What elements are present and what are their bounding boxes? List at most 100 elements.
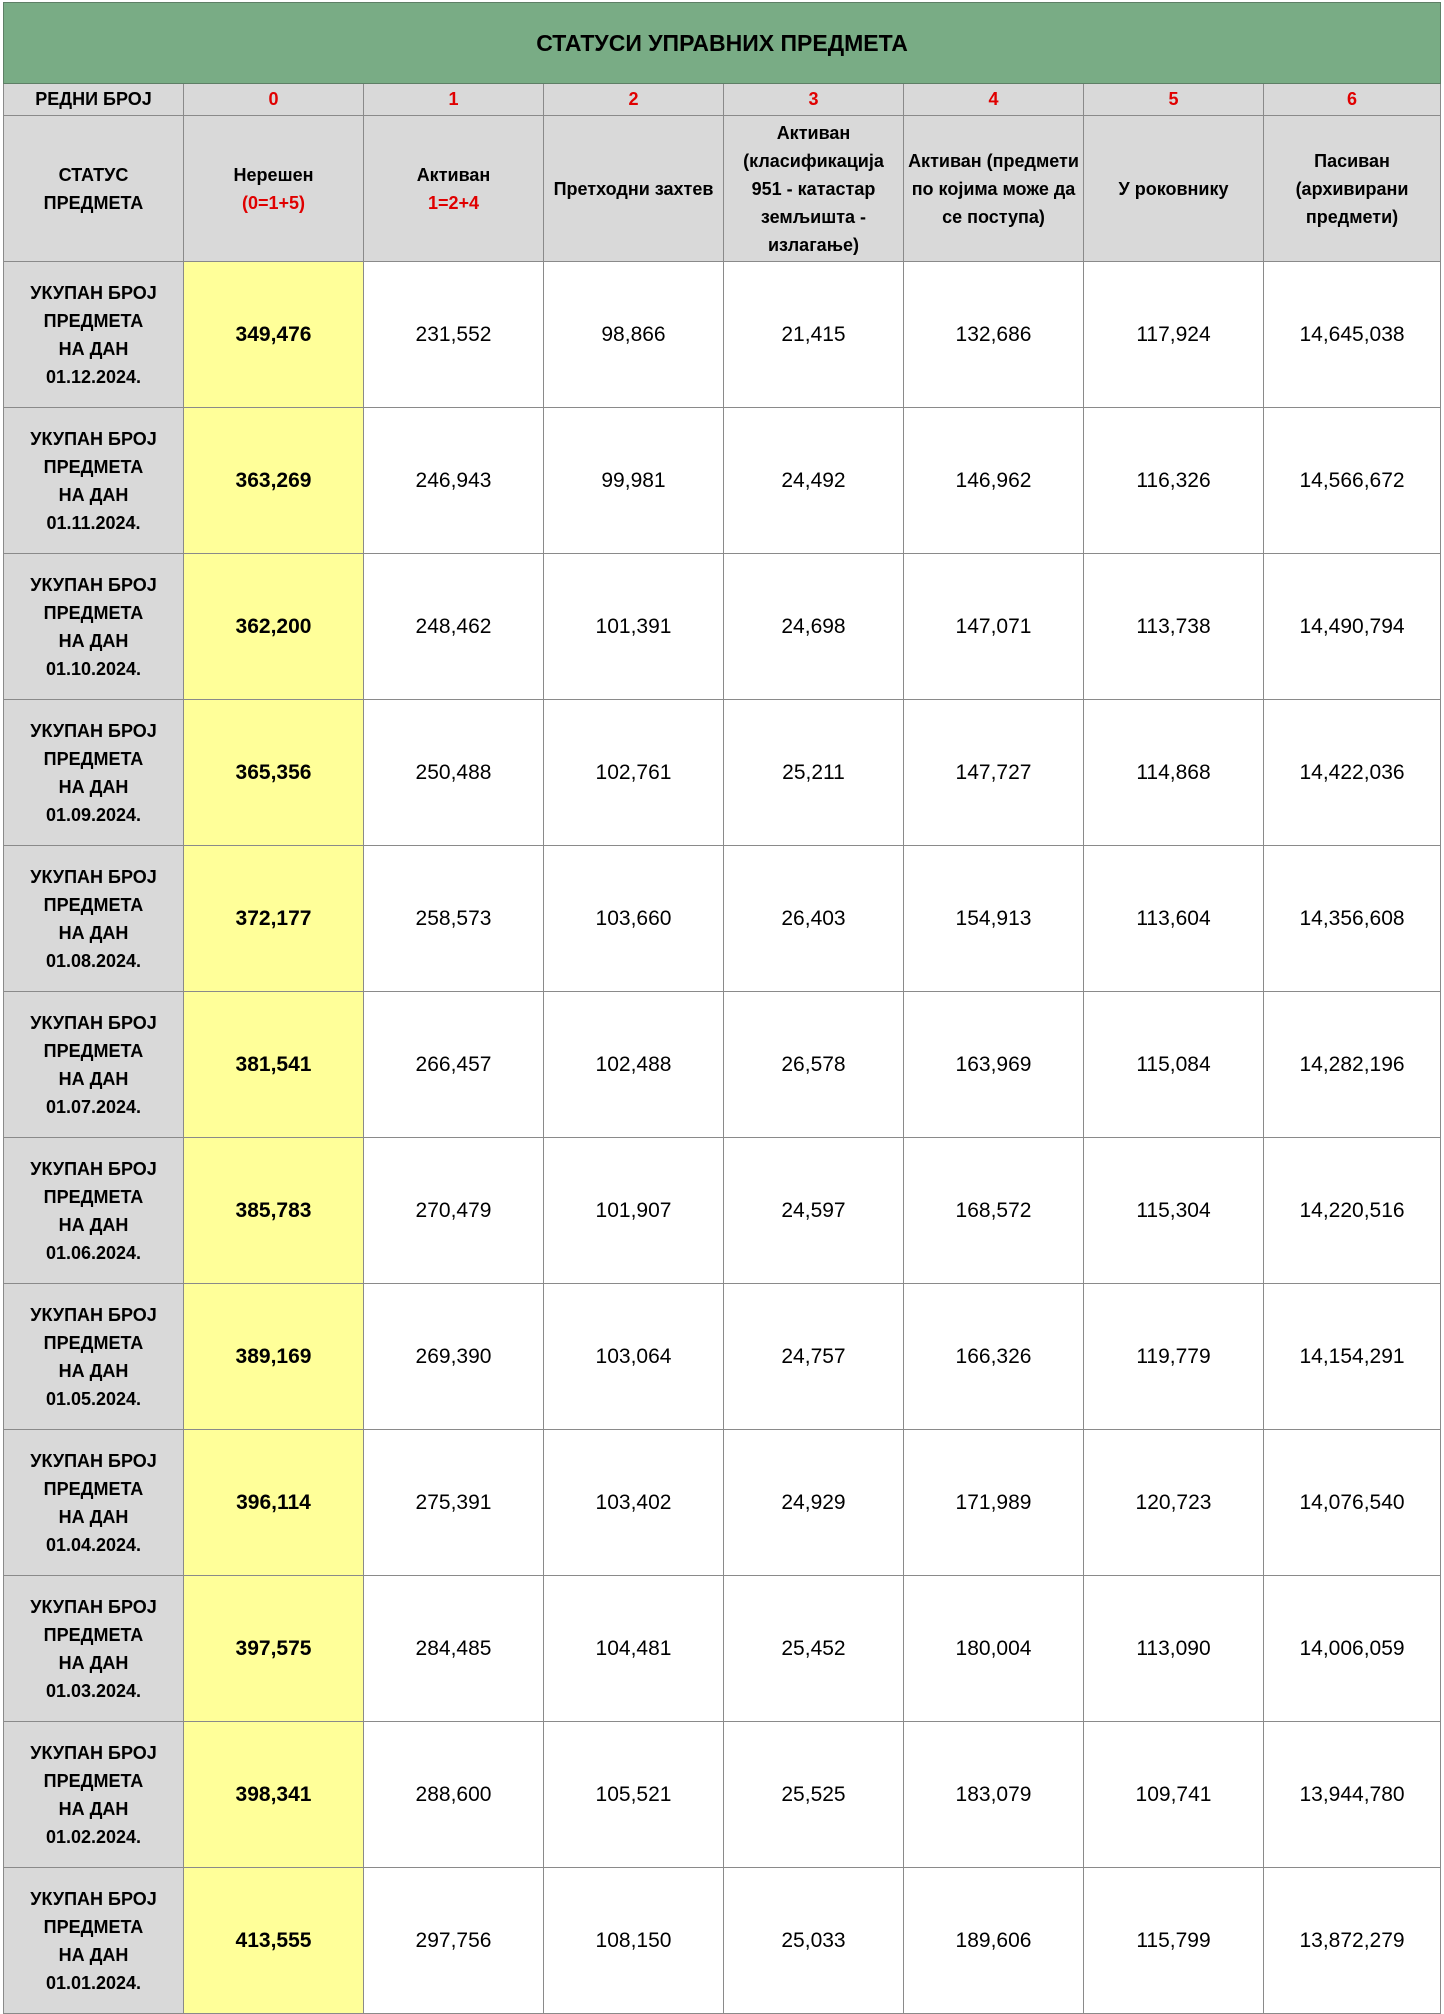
row-label[interactable]: УКУПАН БРОЈ ПРЕДМЕТА НА ДАН 01.05.2024. <box>3 1283 184 1430</box>
row-label[interactable]: УКУПАН БРОЈ ПРЕДМЕТА НА ДАН 01.08.2024. <box>3 845 184 992</box>
table-cell[interactable]: 183,079 <box>903 1721 1084 1868</box>
table-cell[interactable]: 120,723 <box>1083 1429 1264 1576</box>
table-cell[interactable]: 284,485 <box>363 1575 544 1722</box>
table-cell[interactable]: 154,913 <box>903 845 1084 992</box>
table-title[interactable]: СТАТУСИ УПРАВНИХ ПРЕДМЕТА <box>2 2 1442 84</box>
table-cell[interactable]: 117,924 <box>1083 261 1264 408</box>
table-cell[interactable]: 21,415 <box>723 261 904 408</box>
table-cell[interactable]: 147,071 <box>903 553 1084 700</box>
table-cell[interactable]: 103,402 <box>543 1429 724 1576</box>
table-cell[interactable]: 102,761 <box>543 699 724 846</box>
table-cell[interactable]: 14,422,036 <box>1262 699 1442 846</box>
table-cell[interactable]: 25,452 <box>723 1575 904 1722</box>
unresolved-cell[interactable]: 372,177 <box>183 845 364 992</box>
table-cell[interactable]: 101,907 <box>543 1137 724 1284</box>
column-number[interactable]: 5 <box>1083 83 1264 116</box>
column-number[interactable]: 4 <box>903 83 1084 116</box>
table-cell[interactable]: 104,481 <box>543 1575 724 1722</box>
table-cell[interactable]: 266,457 <box>363 991 544 1138</box>
table-cell[interactable]: 109,741 <box>1083 1721 1264 1868</box>
column-header[interactable]: Пасиван (архивирани предмети) <box>1262 115 1442 262</box>
table-cell[interactable]: 119,779 <box>1083 1283 1264 1430</box>
table-cell[interactable]: 103,660 <box>543 845 724 992</box>
row-label[interactable]: УКУПАН БРОЈ ПРЕДМЕТА НА ДАН 01.06.2024. <box>3 1137 184 1284</box>
column-number[interactable]: 1 <box>363 83 544 116</box>
unresolved-cell[interactable]: 398,341 <box>183 1721 364 1868</box>
unresolved-cell[interactable]: 389,169 <box>183 1283 364 1430</box>
row-label[interactable]: УКУПАН БРОЈ ПРЕДМЕТА НА ДАН 01.10.2024. <box>3 553 184 700</box>
table-cell[interactable]: 14,490,794 <box>1262 553 1442 700</box>
column-header[interactable]: Активан (предмети по којима може да се п… <box>903 115 1084 262</box>
row-label[interactable]: УКУПАН БРОЈ ПРЕДМЕТА НА ДАН 01.09.2024. <box>3 699 184 846</box>
table-cell[interactable]: 297,756 <box>363 1867 544 2014</box>
table-cell[interactable]: 113,090 <box>1083 1575 1264 1722</box>
table-cell[interactable]: 189,606 <box>903 1867 1084 2014</box>
row-label[interactable]: УКУПАН БРОЈ ПРЕДМЕТА НА ДАН 01.01.2024. <box>3 1867 184 2014</box>
unresolved-cell[interactable]: 349,476 <box>183 261 364 408</box>
column-header[interactable]: Нерешен (0=1+5) <box>183 115 364 262</box>
column-number[interactable]: 3 <box>723 83 904 116</box>
table-cell[interactable]: 166,326 <box>903 1283 1084 1430</box>
table-cell[interactable]: 14,006,059 <box>1262 1575 1442 1722</box>
table-cell[interactable]: 14,282,196 <box>1262 991 1442 1138</box>
table-cell[interactable]: 168,572 <box>903 1137 1084 1284</box>
column-header[interactable]: Активан (класификација 951 - катастар зе… <box>723 115 904 262</box>
row-label[interactable]: УКУПАН БРОЈ ПРЕДМЕТА НА ДАН 01.04.2024. <box>3 1429 184 1576</box>
table-cell[interactable]: 26,403 <box>723 845 904 992</box>
table-cell[interactable]: 115,799 <box>1083 1867 1264 2014</box>
column-number[interactable]: 0 <box>183 83 364 116</box>
table-cell[interactable]: 258,573 <box>363 845 544 992</box>
table-cell[interactable]: 24,492 <box>723 407 904 554</box>
table-cell[interactable]: 24,597 <box>723 1137 904 1284</box>
table-cell[interactable]: 102,488 <box>543 991 724 1138</box>
table-cell[interactable]: 26,578 <box>723 991 904 1138</box>
table-cell[interactable]: 116,326 <box>1083 407 1264 554</box>
table-cell[interactable]: 14,220,516 <box>1262 1137 1442 1284</box>
table-cell[interactable]: 288,600 <box>363 1721 544 1868</box>
table-cell[interactable]: 115,304 <box>1083 1137 1264 1284</box>
number-row-label[interactable]: РЕДНИ БРОЈ <box>3 83 184 116</box>
table-cell[interactable]: 113,738 <box>1083 553 1264 700</box>
table-cell[interactable]: 14,076,540 <box>1262 1429 1442 1576</box>
table-cell[interactable]: 13,944,780 <box>1262 1721 1442 1868</box>
row-label[interactable]: УКУПАН БРОЈ ПРЕДМЕТА НА ДАН 01.11.2024. <box>3 407 184 554</box>
table-cell[interactable]: 101,391 <box>543 553 724 700</box>
table-cell[interactable]: 115,084 <box>1083 991 1264 1138</box>
table-cell[interactable]: 13,872,279 <box>1262 1867 1442 2014</box>
column-number[interactable]: 2 <box>543 83 724 116</box>
column-header[interactable]: Активан 1=2+4 <box>363 115 544 262</box>
table-cell[interactable]: 163,969 <box>903 991 1084 1138</box>
unresolved-cell[interactable]: 413,555 <box>183 1867 364 2014</box>
unresolved-cell[interactable]: 396,114 <box>183 1429 364 1576</box>
table-cell[interactable]: 98,866 <box>543 261 724 408</box>
table-cell[interactable]: 108,150 <box>543 1867 724 2014</box>
table-cell[interactable]: 25,525 <box>723 1721 904 1868</box>
table-cell[interactable]: 248,462 <box>363 553 544 700</box>
table-cell[interactable]: 14,566,672 <box>1262 407 1442 554</box>
row-label[interactable]: УКУПАН БРОЈ ПРЕДМЕТА НА ДАН 01.02.2024. <box>3 1721 184 1868</box>
table-cell[interactable]: 24,698 <box>723 553 904 700</box>
table-cell[interactable]: 14,645,038 <box>1262 261 1442 408</box>
row-label[interactable]: УКУПАН БРОЈ ПРЕДМЕТА НА ДАН 01.12.2024. <box>3 261 184 408</box>
unresolved-cell[interactable]: 362,200 <box>183 553 364 700</box>
table-cell[interactable]: 147,727 <box>903 699 1084 846</box>
table-cell[interactable]: 24,757 <box>723 1283 904 1430</box>
table-cell[interactable]: 250,488 <box>363 699 544 846</box>
table-cell[interactable]: 171,989 <box>903 1429 1084 1576</box>
table-cell[interactable]: 113,604 <box>1083 845 1264 992</box>
unresolved-cell[interactable]: 365,356 <box>183 699 364 846</box>
table-cell[interactable]: 14,154,291 <box>1262 1283 1442 1430</box>
table-cell[interactable]: 105,521 <box>543 1721 724 1868</box>
table-cell[interactable]: 114,868 <box>1083 699 1264 846</box>
column-header[interactable]: Претходни захтев <box>543 115 724 262</box>
table-cell[interactable]: 180,004 <box>903 1575 1084 1722</box>
table-cell[interactable]: 99,981 <box>543 407 724 554</box>
table-cell[interactable]: 25,033 <box>723 1867 904 2014</box>
table-cell[interactable]: 246,943 <box>363 407 544 554</box>
table-cell[interactable]: 146,962 <box>903 407 1084 554</box>
table-cell[interactable]: 24,929 <box>723 1429 904 1576</box>
status-header-label[interactable]: СТАТУС ПРЕДМЕТА <box>3 115 184 262</box>
table-cell[interactable]: 231,552 <box>363 261 544 408</box>
table-cell[interactable]: 14,356,608 <box>1262 845 1442 992</box>
unresolved-cell[interactable]: 385,783 <box>183 1137 364 1284</box>
